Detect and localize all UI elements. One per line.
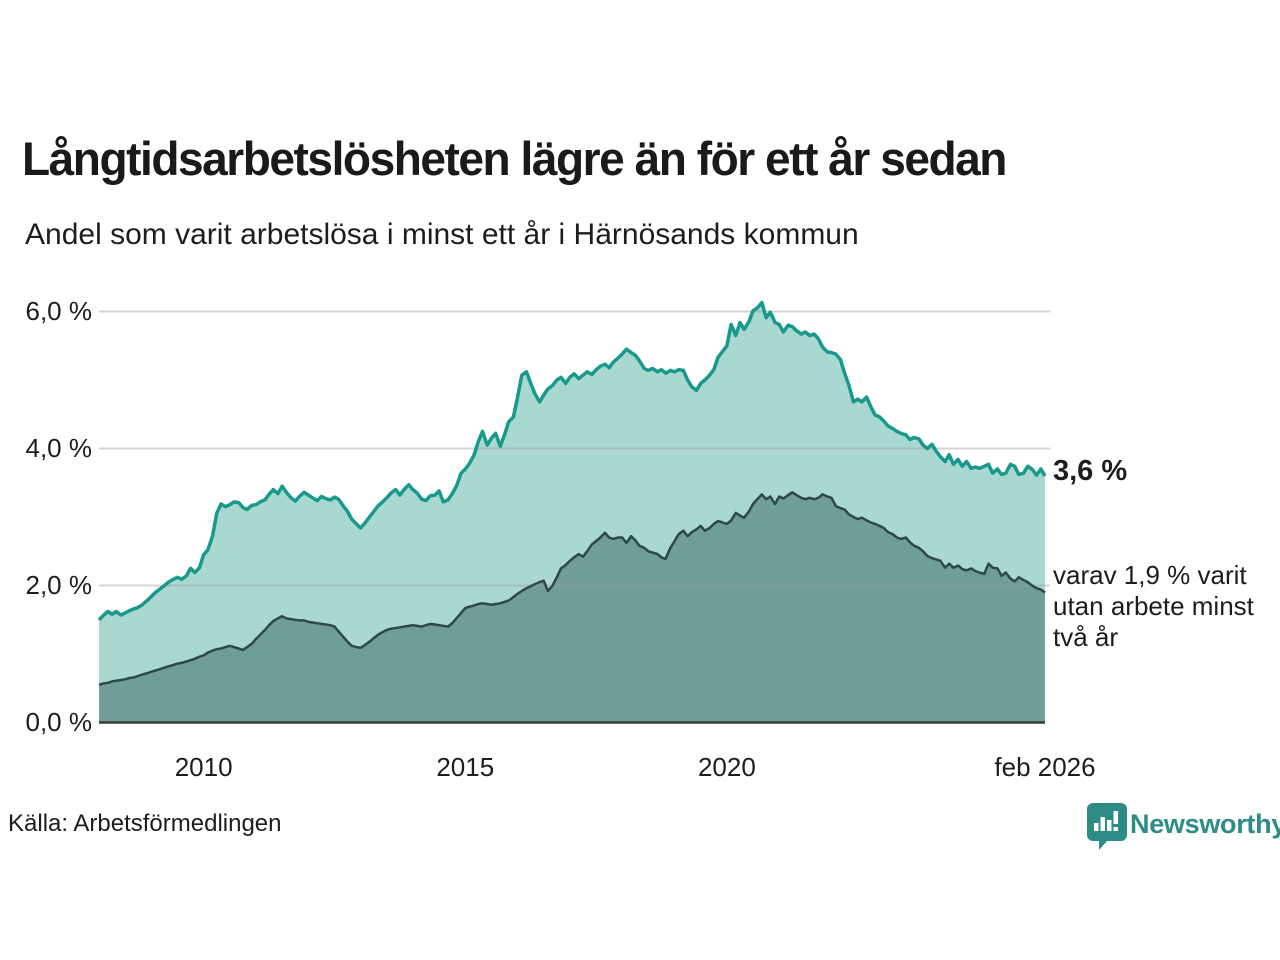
x-tick-feb-2026: feb 2026 [994,752,1096,782]
end-value-label: 3,6 % [1053,455,1128,487]
y-tick-4: 4,0 % [25,432,93,463]
y-tick-2: 2,0 % [25,569,93,600]
x-tick-2010: 2010 [174,752,233,782]
two-year-line [98,491,1046,686]
end-note-label: varav 1,9 % varit utan arbete minst två … [1053,560,1254,652]
two-year-area [99,492,1045,723]
y-tick-6: 6,0 % [25,295,93,326]
source-label: Källa: Arbetsförmedlingen [8,810,282,837]
brand-wordmark: Newsworthy [1130,809,1280,839]
newsworthy-logo-icon [1087,803,1127,850]
page-title: Långtidsarbetslösheten lägre än för ett … [22,132,1007,185]
chart-subtitle: Andel som varit arbetslösa i minst ett å… [25,218,859,251]
y-tick-0: 0,0 % [25,706,93,737]
x-tick-2015: 2015 [436,752,495,782]
total-line [97,300,1047,622]
x-tick-2020: 2020 [697,752,756,782]
